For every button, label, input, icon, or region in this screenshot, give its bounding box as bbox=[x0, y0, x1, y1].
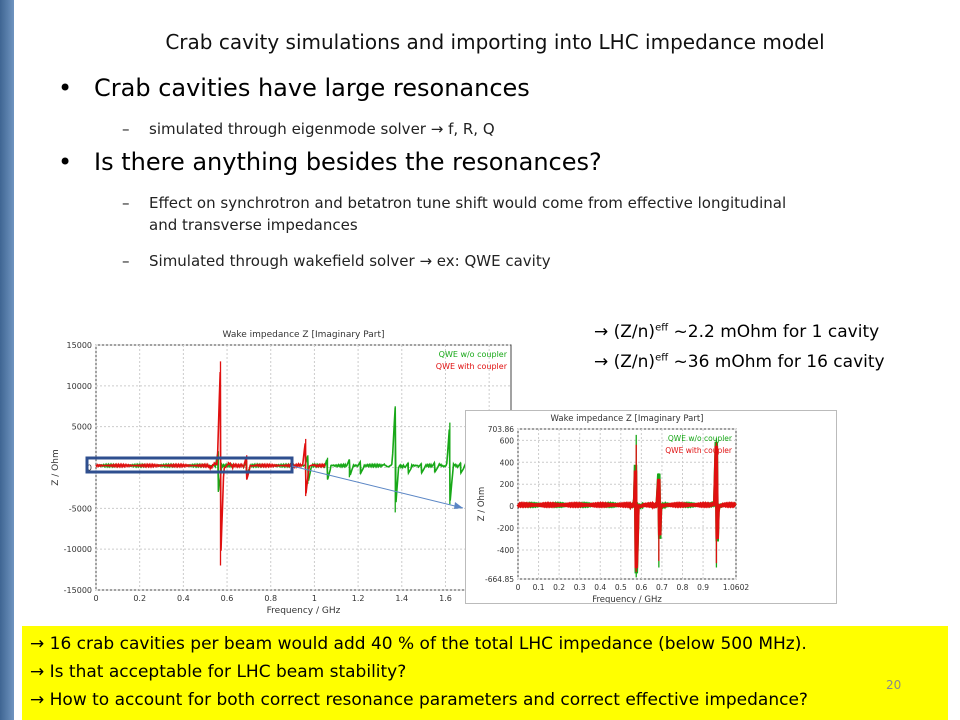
x-tick-label: 0.7 bbox=[656, 583, 668, 592]
series-line-qwe-with-coupler bbox=[516, 445, 737, 569]
bullet-1-text: Crab cavities have large resonances bbox=[94, 74, 530, 102]
x-tick-label: 0 bbox=[516, 583, 521, 592]
y-tick-label: -5000 bbox=[69, 504, 92, 513]
arrow-icon: → bbox=[594, 352, 609, 372]
x-tick-label: 1 bbox=[312, 594, 317, 603]
series-line-qwe-with-coupler bbox=[95, 371, 326, 551]
legend-entry: QWE with coupler bbox=[665, 446, 733, 455]
y-tick-label: -15000 bbox=[64, 586, 92, 595]
arrow-icon: → bbox=[594, 322, 609, 342]
bullet-2-text: Is there anything besides the resonances… bbox=[94, 148, 602, 176]
bullet-dot: • bbox=[58, 74, 73, 102]
y-tick-label: -400 bbox=[497, 546, 514, 555]
x-tick-label: 1.4 bbox=[395, 594, 408, 603]
x-tick-label: 0.4 bbox=[177, 594, 190, 603]
y-tick-label: -200 bbox=[497, 524, 514, 533]
slide-side-bar bbox=[0, 0, 14, 720]
x-tick-label: 0 bbox=[93, 594, 98, 603]
sub-bullet-1-1-text: simulated through eigenmode solver → f, … bbox=[149, 120, 495, 138]
bullet-2: • Is there anything besides the resonanc… bbox=[58, 148, 602, 176]
main-impedance-chart: Wake impedance Z [Imaginary Part] 0 0.2 0.4… bbox=[40, 320, 540, 620]
callout-line bbox=[291, 465, 464, 509]
y-tick-label: 600 bbox=[500, 436, 515, 445]
y-tick-label: 0 bbox=[509, 502, 514, 511]
x-tick-label: 0.4 bbox=[594, 583, 606, 592]
y-tick-label: 400 bbox=[500, 458, 515, 467]
note-2-text: ~36 mOhm for 16 cavity bbox=[668, 352, 885, 372]
x-tick-label: 1.6 bbox=[439, 594, 452, 603]
y-axis-label: Z / Ohm bbox=[51, 449, 61, 485]
sub-bullet-2-1-line-1: Effect on synchrotron and betatron tune … bbox=[149, 194, 787, 212]
y-tick-label: 703.86 bbox=[488, 425, 514, 434]
dash-glyph: – bbox=[122, 252, 130, 270]
x-tick-label: 0.3 bbox=[574, 583, 586, 592]
chart-title: Wake impedance Z [Imaginary Part] bbox=[223, 330, 385, 340]
y-tick-label: 0 bbox=[87, 464, 92, 473]
note-1-prefix: (Z/n) bbox=[613, 322, 656, 342]
x-tick-label: 0.8 bbox=[264, 594, 277, 603]
callout-arrowhead bbox=[454, 502, 463, 509]
sub-bullet-1-1: – simulated through eigenmode solver → f… bbox=[122, 118, 495, 140]
legend-entry: QWE with coupler bbox=[436, 362, 508, 371]
impedance-note-1: → (Z/n)eff ~2.2 mOhm for 1 cavity bbox=[594, 322, 879, 342]
x-tick-label: 1.2 bbox=[352, 594, 365, 603]
dash-glyph: – bbox=[122, 194, 130, 212]
legend-entry: QWE w/o coupler bbox=[668, 434, 733, 443]
conclusion-box: → 16 crab cavities per beam would add 40… bbox=[22, 626, 948, 720]
zoom-region-box bbox=[85, 456, 294, 474]
note-1-sup: eff bbox=[655, 322, 669, 334]
x-tick-label: 0.6 bbox=[221, 594, 234, 603]
main-chart-svg: Wake impedance Z [Imaginary Part] 0 0.2 0.4… bbox=[51, 330, 512, 616]
slide-title: Crab cavity simulations and importing in… bbox=[165, 30, 825, 54]
x-tick-label: 1.0602 bbox=[723, 583, 749, 592]
legend-entry: QWE w/o coupler bbox=[439, 350, 508, 359]
sub-bullet-2-2: – Simulated through wakefield solver → e… bbox=[122, 250, 551, 272]
chart-title: Wake impedance Z [Imaginary Part] bbox=[551, 414, 704, 424]
note-2-prefix: (Z/n) bbox=[613, 352, 656, 372]
x-tick-label: 0.5 bbox=[615, 583, 627, 592]
zoom-chart-svg: Wake impedance Z [Imaginary Part] 0 0.1 0.2… bbox=[477, 414, 749, 603]
conclusion-1: → 16 crab cavities per beam would add 40… bbox=[30, 634, 807, 654]
x-axis-label: Frequency / GHz bbox=[592, 595, 662, 603]
conclusion-3: → How to account for both correct resona… bbox=[30, 690, 808, 710]
sub-bullet-2-1: – Effect on synchrotron and betatron tun… bbox=[122, 192, 869, 236]
bullet-1: • Crab cavities have large resonances bbox=[58, 74, 530, 102]
sub-bullet-2-1-line-2: and transverse impedances bbox=[149, 216, 358, 234]
note-2-sup: eff bbox=[655, 352, 669, 364]
x-axis-label: Frequency / GHz bbox=[267, 606, 341, 616]
bullet-dot: • bbox=[58, 148, 73, 176]
x-tick-label: 0.1 bbox=[533, 583, 545, 592]
y-tick-label: 15000 bbox=[67, 341, 92, 350]
note-1-text: ~2.2 mOhm for 1 cavity bbox=[668, 322, 880, 342]
x-tick-label: 0.2 bbox=[133, 594, 146, 603]
x-tick-label: 0.2 bbox=[553, 583, 565, 592]
page-number: 20 bbox=[886, 678, 902, 692]
conclusion-2: → Is that acceptable for LHC beam stabil… bbox=[30, 662, 407, 682]
y-tick-label: -664.85 bbox=[485, 575, 514, 584]
sub-bullet-2-2-text: Simulated through wakefield solver → ex:… bbox=[149, 252, 551, 270]
y-tick-label: 5000 bbox=[72, 423, 92, 432]
impedance-note-2: → (Z/n)eff ~36 mOhm for 16 cavity bbox=[594, 352, 885, 372]
y-tick-label: 10000 bbox=[67, 382, 92, 391]
x-tick-label: 0.8 bbox=[677, 583, 689, 592]
y-tick-label: -10000 bbox=[64, 545, 92, 554]
y-tick-label: 200 bbox=[500, 480, 515, 489]
x-tick-label: 0.9 bbox=[697, 583, 709, 592]
zoom-impedance-chart: Wake impedance Z [Imaginary Part] 0 0.1 0.2… bbox=[465, 410, 837, 604]
y-axis-label: Z / Ohm bbox=[477, 487, 487, 521]
x-tick-label: 0.6 bbox=[635, 583, 647, 592]
dash-glyph: – bbox=[122, 120, 130, 138]
